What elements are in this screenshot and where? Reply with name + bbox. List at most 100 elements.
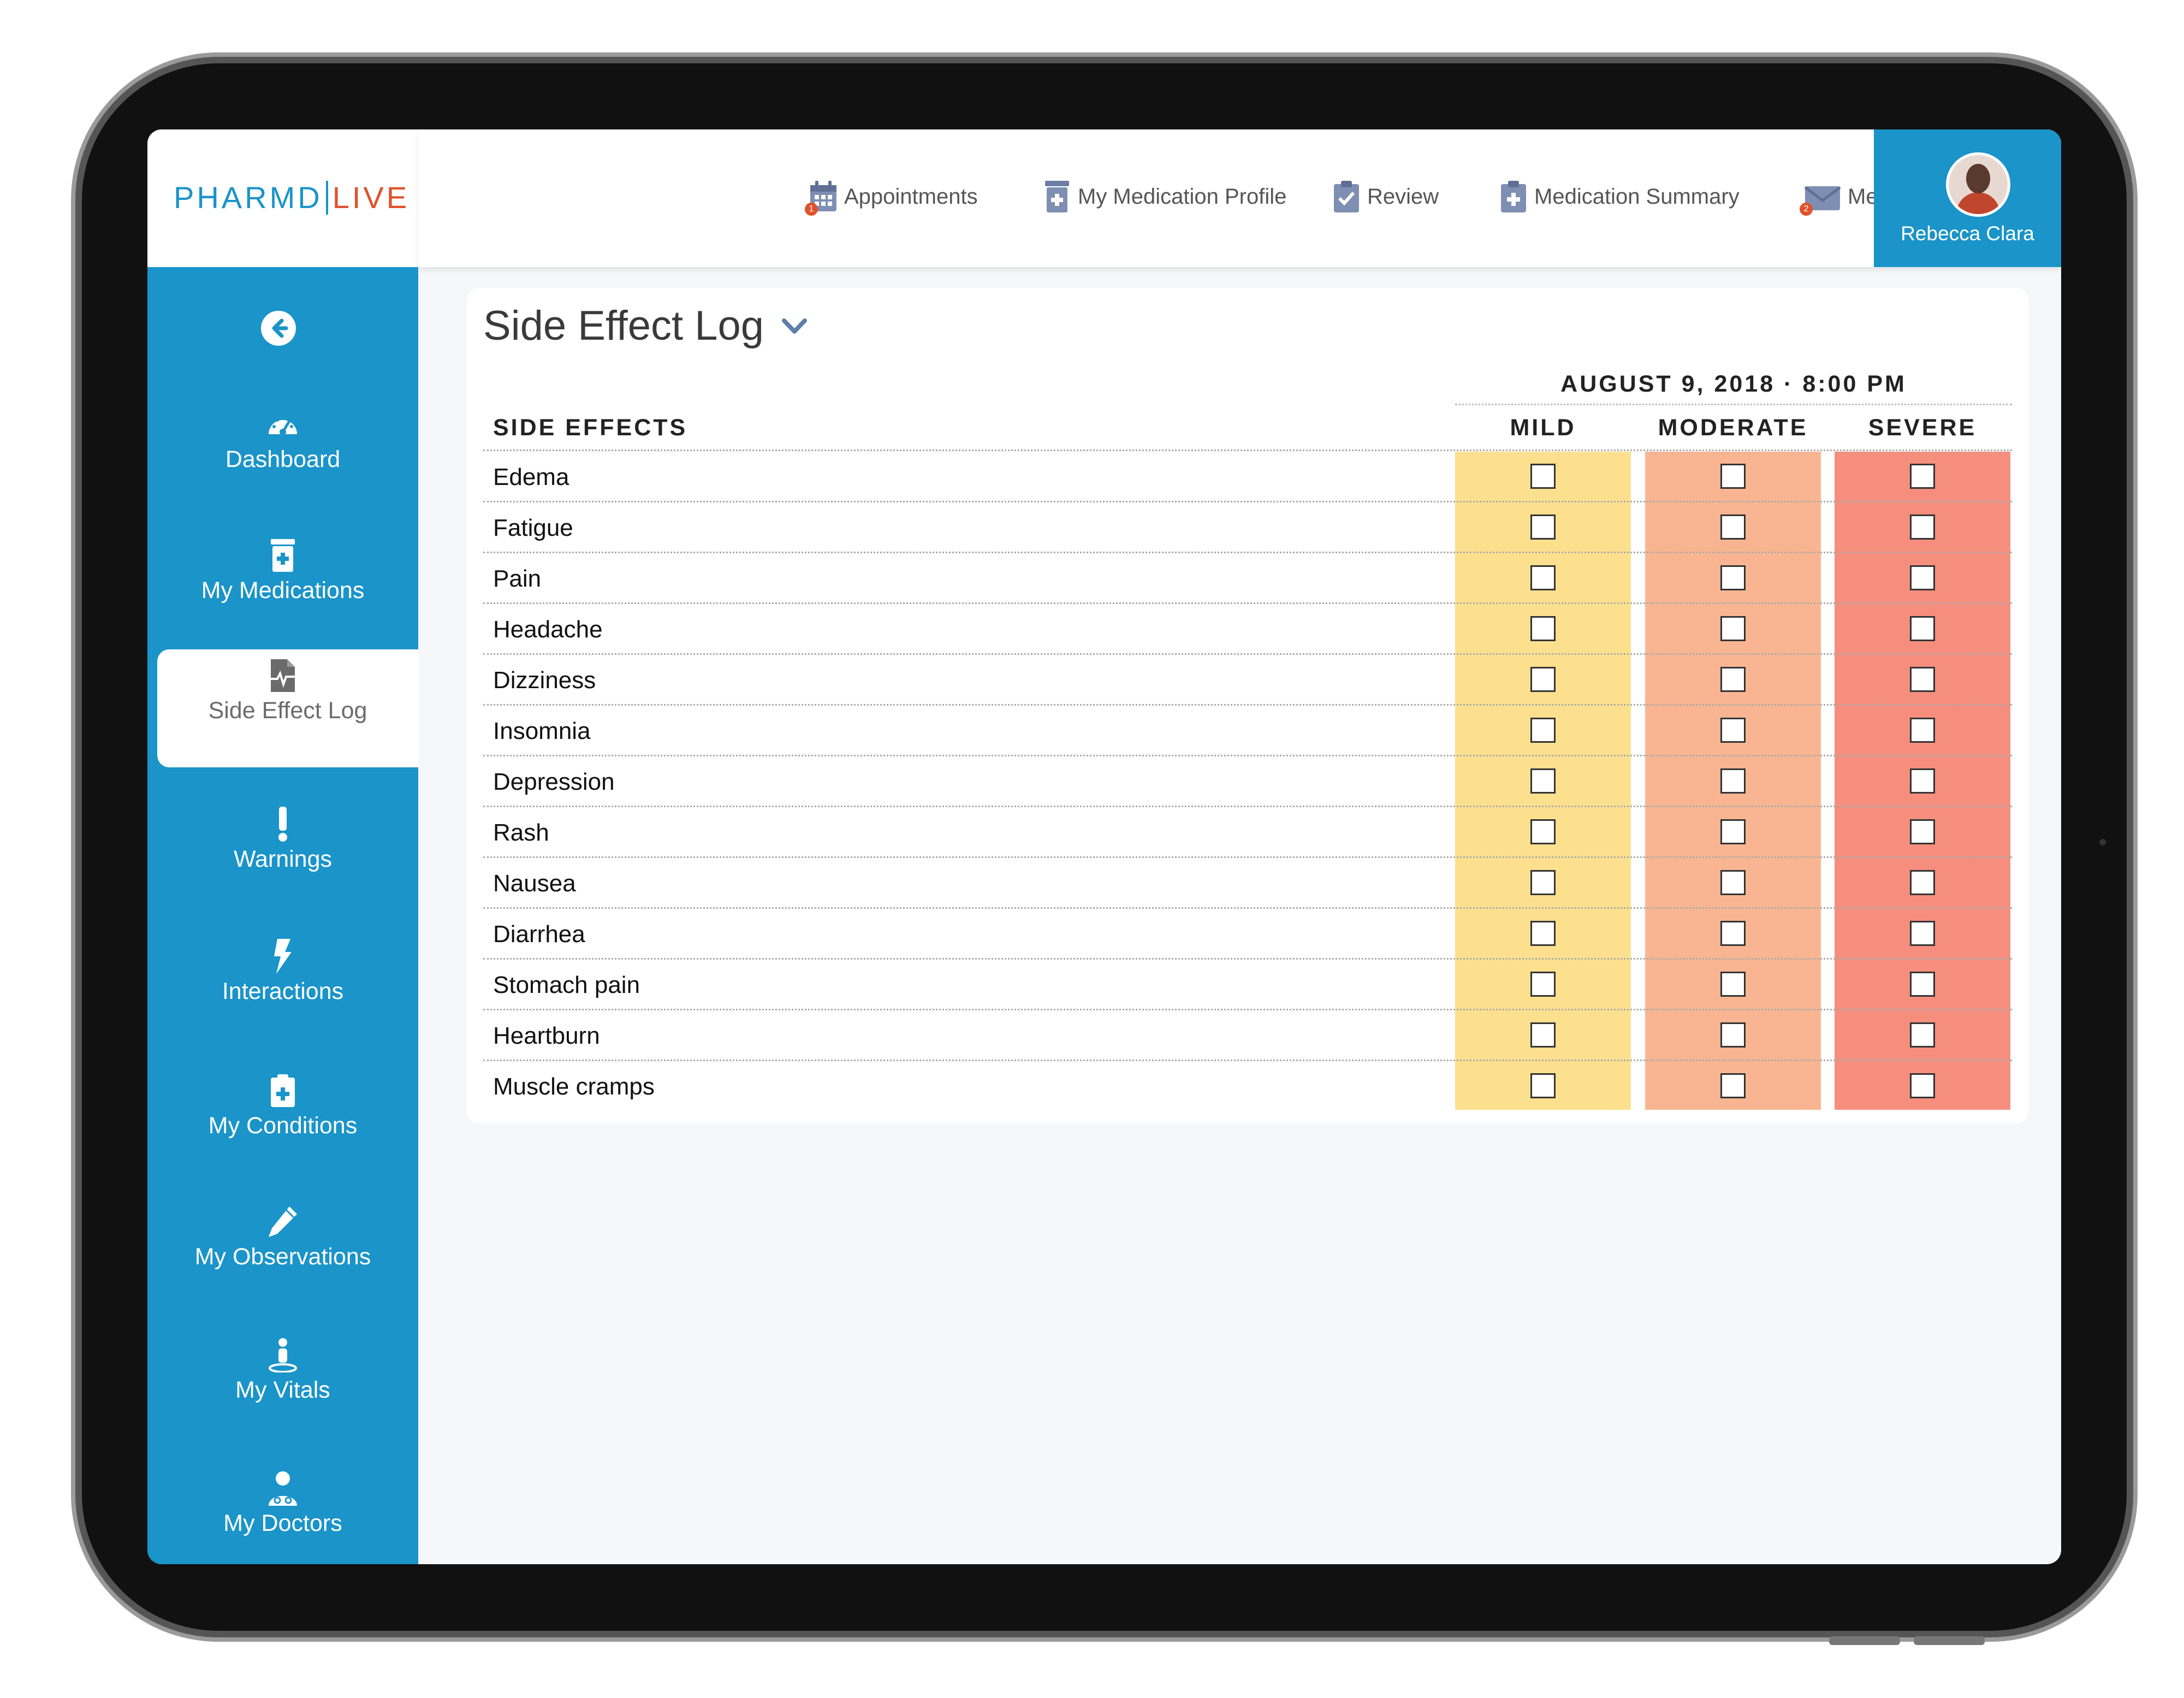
table-row: Nausea (483, 858, 2012, 909)
mild-checkbox[interactable] (1530, 514, 1556, 540)
severe-checkbox[interactable] (1910, 718, 1935, 743)
sidebar-item-side-effect-log[interactable]: Side Effect Log (157, 649, 418, 767)
user-name: Rebecca Clara (1901, 222, 2034, 245)
side-effects-header: SIDE EFFECTS (493, 415, 688, 441)
table-row: Pain (483, 553, 2012, 604)
mild-checkbox[interactable] (1530, 921, 1556, 946)
table-row: Stomach pain (483, 960, 2012, 1010)
moderate-checkbox[interactable] (1720, 819, 1746, 844)
sidebar: Dashboard My Medications (147, 267, 418, 1564)
doctor-icon (266, 1471, 299, 1506)
sidebar-item-warnings[interactable]: Warnings (147, 798, 418, 916)
moderate-checkbox[interactable] (1720, 514, 1746, 540)
mild-checkbox[interactable] (1530, 972, 1556, 997)
mild-checkbox[interactable] (1530, 768, 1556, 794)
severe-checkbox[interactable] (1910, 819, 1935, 844)
avatar[interactable] (1946, 152, 2010, 217)
side-effect-label: Rash (493, 819, 549, 846)
sidebar-item-my-conditions[interactable]: My Conditions (147, 1064, 418, 1182)
avatar-head (1966, 164, 1990, 193)
top-navigation: 1 Appointments My Medication Profile (418, 129, 2061, 267)
mild-checkbox[interactable] (1530, 870, 1556, 895)
moderate-checkbox[interactable] (1720, 870, 1746, 895)
severe-checkbox[interactable] (1910, 514, 1935, 540)
severe-checkbox[interactable] (1910, 768, 1935, 794)
moderate-checkbox[interactable] (1720, 768, 1746, 794)
nav-medication-summary[interactable]: Medication Summary (1498, 178, 1740, 216)
camera-dot (2099, 839, 2106, 845)
severe-checkbox[interactable] (1910, 972, 1935, 997)
lightning-icon (266, 939, 299, 974)
mild-checkbox[interactable] (1530, 1022, 1556, 1048)
sidebar-item-label: My Conditions (208, 1113, 358, 1139)
table-row: Rash (483, 807, 2012, 858)
moderate-checkbox[interactable] (1720, 464, 1746, 489)
moderate-checkbox[interactable] (1720, 718, 1746, 743)
table-row: Heartburn (483, 1010, 2012, 1061)
row-divider (483, 1060, 2012, 1061)
side-effect-label: Dizziness (493, 667, 596, 694)
moderate-checkbox[interactable] (1720, 1022, 1746, 1048)
severe-checkbox[interactable] (1910, 1022, 1935, 1048)
severe-column-header: SEVERE (1868, 415, 1977, 441)
chevron-down-icon[interactable] (781, 317, 808, 339)
moderate-checkbox[interactable] (1720, 921, 1746, 946)
side-effect-label: Muscle cramps (493, 1073, 655, 1100)
nav-review[interactable]: Review (1331, 178, 1439, 216)
mild-checkbox[interactable] (1530, 616, 1556, 641)
row-divider (483, 704, 2012, 706)
side-effect-log-card: Side Effect Log AUGUST 9, 2018 · 8:00 PM… (467, 288, 2028, 1123)
moderate-checkbox[interactable] (1720, 565, 1746, 590)
sidebar-item-my-observations[interactable]: My Observations (147, 1196, 418, 1314)
user-profile[interactable]: Rebecca Clara (1874, 129, 2061, 267)
severe-checkbox[interactable] (1910, 565, 1935, 590)
row-divider (483, 602, 2012, 604)
table-row: Headache (483, 604, 2012, 655)
severe-checkbox[interactable] (1910, 667, 1935, 692)
logo-text-live: LIVE (332, 180, 410, 215)
severe-checkbox[interactable] (1910, 616, 1935, 641)
mild-checkbox[interactable] (1530, 667, 1556, 692)
sidebar-item-my-vitals[interactable]: My Vitals (147, 1329, 418, 1447)
sidebar-item-dashboard[interactable]: Dashboard (147, 398, 418, 516)
side-effect-label: Heartburn (493, 1022, 600, 1049)
sidebar-item-my-doctors[interactable]: My Doctors (147, 1462, 418, 1564)
mild-checkbox[interactable] (1530, 1073, 1556, 1098)
nav-my-medication-profile[interactable]: My Medication Profile (1042, 178, 1286, 216)
mild-checkbox[interactable] (1530, 819, 1556, 844)
hardware-button (1914, 1636, 1985, 1645)
severe-checkbox[interactable] (1910, 1073, 1935, 1098)
moderate-checkbox[interactable] (1720, 616, 1746, 641)
table-row: Depression (483, 756, 2012, 807)
severe-checkbox[interactable] (1910, 870, 1935, 895)
severe-checkbox[interactable] (1910, 464, 1935, 489)
logo-text-pharmd: PHARMD (174, 180, 323, 215)
nav-label: My Medication Profile (1078, 184, 1287, 209)
sidebar-item-label: My Doctors (223, 1510, 342, 1536)
moderate-checkbox[interactable] (1720, 667, 1746, 692)
sidebar-item-interactions[interactable]: Interactions (147, 930, 418, 1048)
side-effect-label: Diarrhea (493, 921, 585, 948)
back-arrow-icon[interactable] (261, 311, 296, 346)
app-logo[interactable]: PHARMD LIVE (174, 180, 410, 215)
nav-appointments[interactable]: 1 Appointments (805, 178, 978, 216)
mild-checkbox[interactable] (1530, 565, 1556, 590)
severe-checkbox[interactable] (1910, 921, 1935, 946)
table-row: Diarrhea (483, 909, 2012, 960)
mild-checkbox[interactable] (1530, 464, 1556, 489)
sidebar-item-my-medications[interactable]: My Medications (147, 529, 418, 647)
sidebar-item-label: My Vitals (235, 1377, 330, 1403)
moderate-checkbox[interactable] (1720, 972, 1746, 997)
pill-bottle-icon (266, 538, 299, 573)
envelope-icon: 2 (1800, 180, 1842, 216)
mild-column-header: MILD (1510, 415, 1576, 441)
avatar-shoulders (1956, 192, 2000, 214)
notification-badge: 1 (805, 203, 818, 216)
hardware-button (1829, 1636, 1900, 1645)
row-divider (483, 653, 2012, 655)
moderate-column-header: MODERATE (1658, 415, 1808, 441)
logo-area: PHARMD LIVE (147, 129, 418, 267)
mild-checkbox[interactable] (1530, 718, 1556, 743)
moderate-checkbox[interactable] (1720, 1073, 1746, 1098)
side-effect-label: Pain (493, 565, 542, 592)
